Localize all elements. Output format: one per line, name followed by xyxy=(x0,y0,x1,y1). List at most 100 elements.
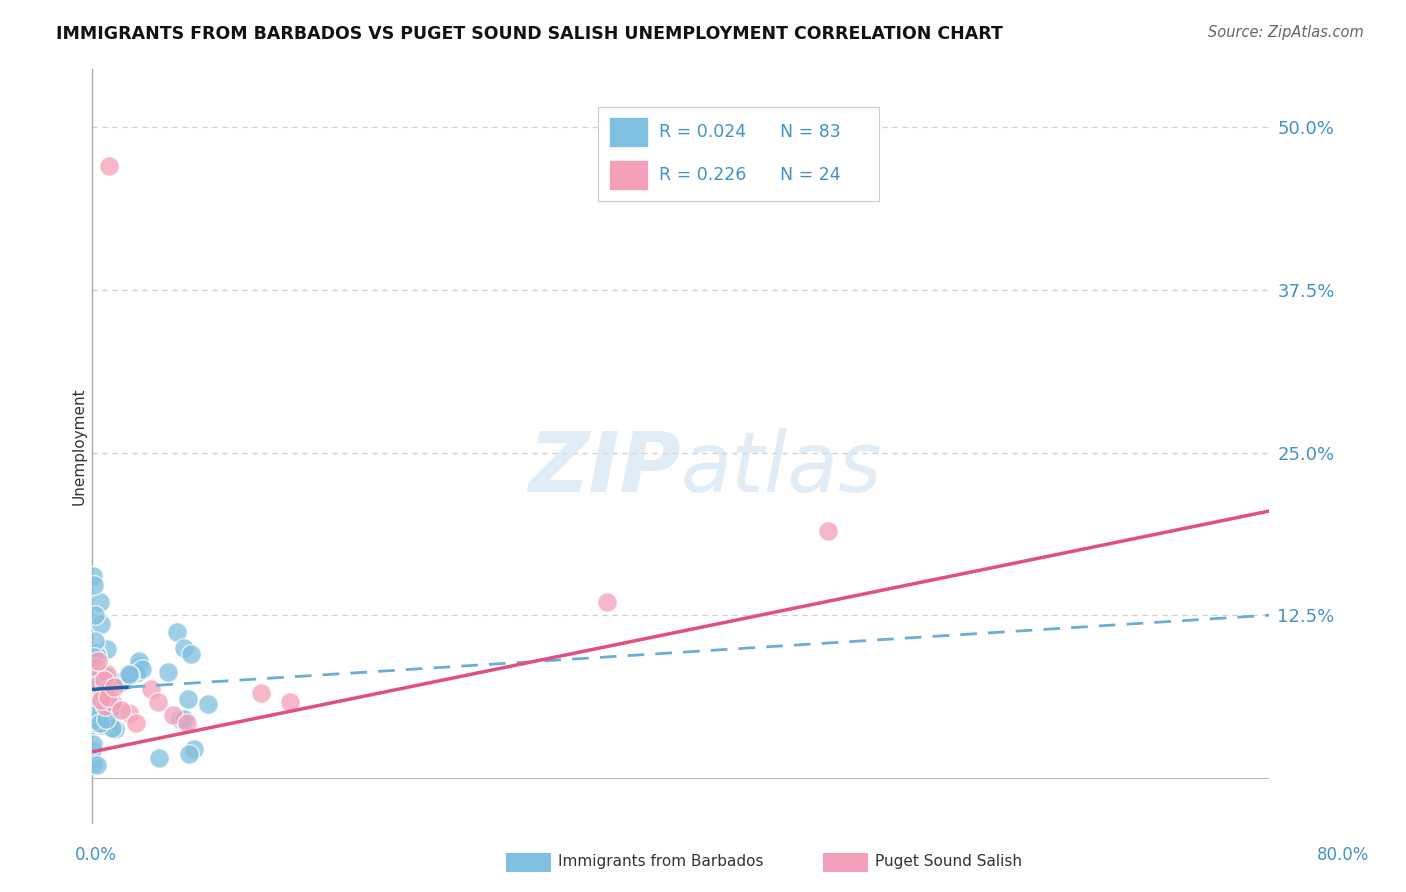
Point xyxy=(98,159,121,173)
Point xyxy=(104,722,127,736)
Point xyxy=(98,701,121,715)
Point xyxy=(84,694,107,708)
Point xyxy=(84,646,107,660)
Point xyxy=(118,667,141,681)
Text: N = 24: N = 24 xyxy=(780,167,841,185)
Text: 80.0%: 80.0% xyxy=(1316,846,1369,863)
Point xyxy=(131,662,153,676)
Point xyxy=(100,700,122,714)
Point xyxy=(93,692,115,706)
Point xyxy=(96,666,118,681)
Text: ZIP: ZIP xyxy=(527,428,681,509)
Point xyxy=(103,680,125,694)
Point xyxy=(101,677,124,691)
Point xyxy=(139,682,162,697)
Point xyxy=(90,698,112,713)
Point xyxy=(173,640,195,655)
Point xyxy=(183,742,205,756)
Point xyxy=(148,751,170,765)
Point xyxy=(84,666,107,681)
Point xyxy=(176,716,198,731)
Point xyxy=(82,713,104,727)
Point xyxy=(89,715,111,730)
Point xyxy=(169,712,191,726)
Point xyxy=(197,697,219,711)
Point xyxy=(82,737,104,751)
Text: R = 0.024: R = 0.024 xyxy=(659,123,747,141)
Point xyxy=(156,665,179,679)
Point xyxy=(83,689,105,703)
Point xyxy=(83,648,105,662)
Point xyxy=(84,660,107,674)
Point xyxy=(86,648,108,663)
Point xyxy=(82,714,104,729)
Point xyxy=(80,715,103,730)
Point xyxy=(80,709,103,723)
Point xyxy=(86,662,108,676)
Point xyxy=(117,706,139,720)
Point xyxy=(96,641,118,656)
Text: Source: ZipAtlas.com: Source: ZipAtlas.com xyxy=(1208,25,1364,40)
Point xyxy=(98,706,121,721)
Point xyxy=(84,608,107,623)
Point xyxy=(173,712,195,726)
Point xyxy=(96,681,118,695)
Point xyxy=(84,690,107,705)
Point xyxy=(86,654,108,668)
Point xyxy=(84,700,107,714)
Text: 0.0%: 0.0% xyxy=(75,846,117,863)
Point xyxy=(101,695,124,709)
Text: Puget Sound Salish: Puget Sound Salish xyxy=(875,855,1022,869)
Point xyxy=(83,650,105,665)
Point xyxy=(83,578,105,592)
Point xyxy=(91,717,114,731)
Point xyxy=(162,708,184,723)
Point xyxy=(87,700,110,714)
Point xyxy=(87,669,110,683)
Point xyxy=(83,649,105,664)
Point xyxy=(82,691,104,706)
Point xyxy=(596,595,619,609)
Point xyxy=(90,703,112,717)
Point xyxy=(82,657,104,672)
Point xyxy=(98,682,121,697)
Point xyxy=(94,699,117,714)
Text: Immigrants from Barbados: Immigrants from Barbados xyxy=(558,855,763,869)
Bar xyxy=(609,118,648,147)
Point xyxy=(82,712,104,726)
Point xyxy=(120,668,142,682)
Point xyxy=(86,704,108,718)
Point xyxy=(179,747,201,762)
Point xyxy=(89,595,111,609)
Point xyxy=(166,625,188,640)
Point xyxy=(250,686,273,700)
Point xyxy=(82,757,104,772)
Point xyxy=(146,695,169,709)
Point xyxy=(82,705,104,719)
Point xyxy=(80,679,103,693)
Point xyxy=(180,647,202,661)
Point xyxy=(91,686,114,700)
Y-axis label: Unemployment: Unemployment xyxy=(72,387,86,505)
Text: atlas: atlas xyxy=(681,428,882,509)
Point xyxy=(97,710,120,724)
Point xyxy=(110,675,132,690)
Point xyxy=(87,715,110,730)
Point xyxy=(280,695,302,709)
Point xyxy=(128,654,150,668)
Point xyxy=(83,634,105,648)
Point xyxy=(82,708,104,723)
Point xyxy=(817,524,839,538)
Point xyxy=(93,673,115,688)
Point xyxy=(82,699,104,714)
Point xyxy=(128,659,150,673)
Point xyxy=(94,669,117,683)
Point xyxy=(125,716,148,731)
Point xyxy=(82,715,104,730)
Point xyxy=(83,655,105,669)
Point xyxy=(96,714,118,729)
Point xyxy=(90,617,112,632)
Point xyxy=(89,677,111,691)
Text: N = 83: N = 83 xyxy=(780,123,841,141)
Point xyxy=(80,743,103,757)
